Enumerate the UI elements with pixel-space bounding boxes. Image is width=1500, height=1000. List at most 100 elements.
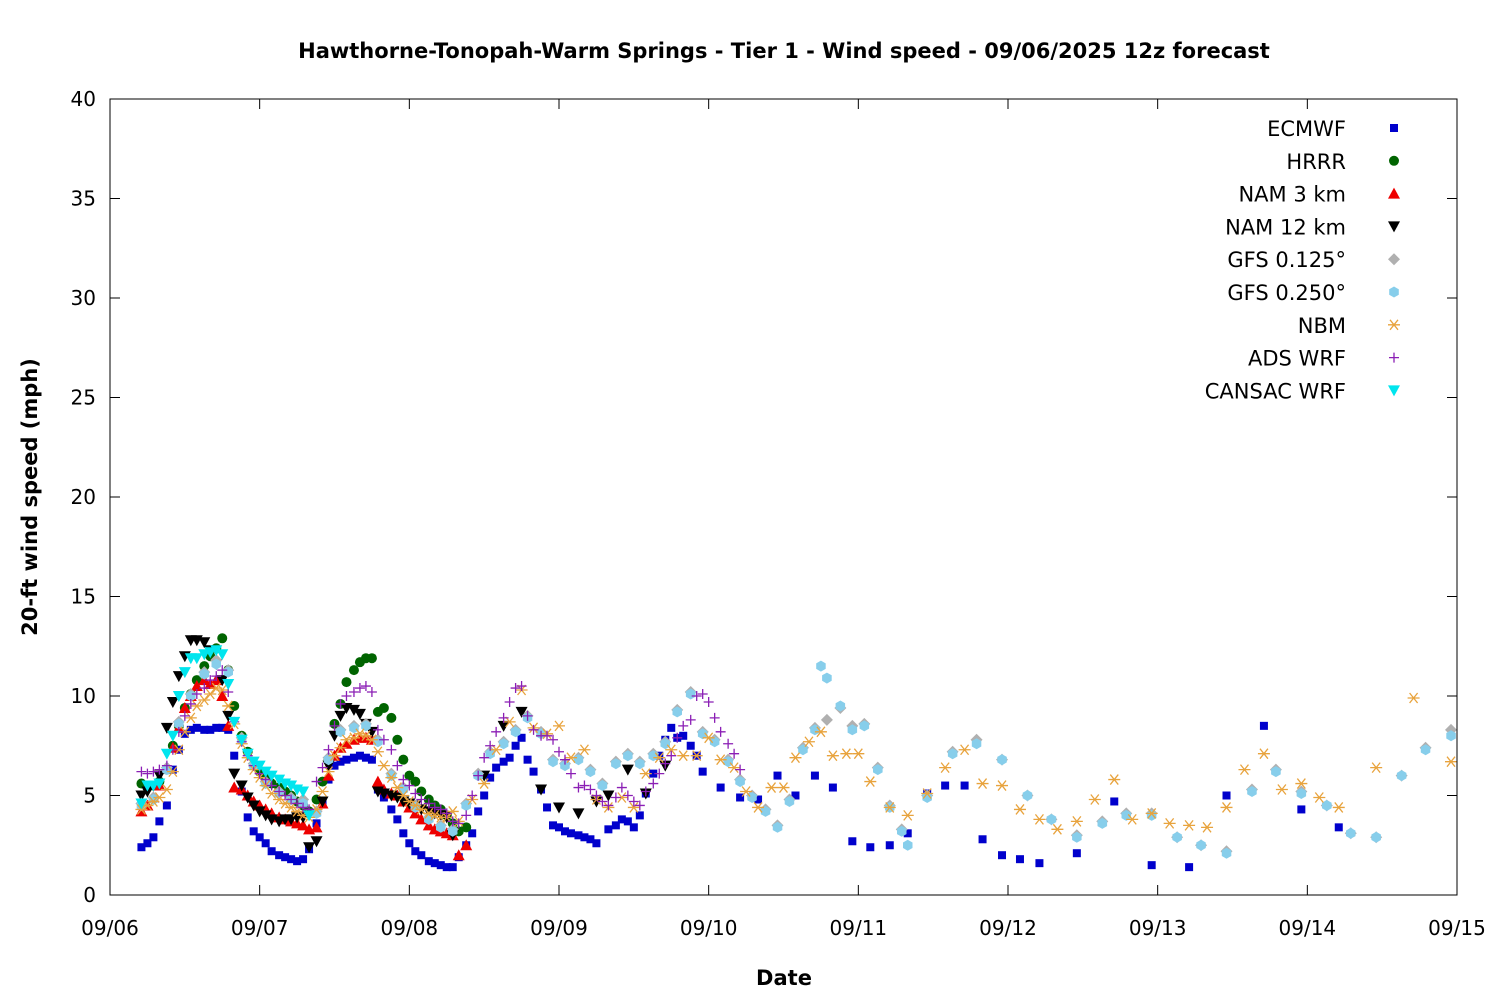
data-point <box>666 750 677 761</box>
data-point <box>141 786 154 798</box>
data-point <box>247 800 260 812</box>
data-point <box>435 804 446 815</box>
data-point <box>1201 821 1214 833</box>
series-cansac-wrf <box>135 645 316 822</box>
data-point <box>548 734 559 745</box>
legend: ECMWF HRRR NAM 3 km NAM 12 km GFS 0.125° GFS … <box>1205 117 1400 403</box>
data-point <box>217 665 228 676</box>
data-point <box>228 781 241 793</box>
data-point <box>155 817 164 826</box>
data-point <box>460 839 473 851</box>
data-point <box>1271 766 1281 778</box>
data-point <box>442 863 451 872</box>
data-point <box>371 775 384 787</box>
data-point <box>198 637 211 649</box>
data-point <box>678 720 689 731</box>
y-tick-label: 15 <box>71 585 96 609</box>
data-point <box>529 767 538 776</box>
data-point <box>814 726 827 738</box>
data-point <box>560 827 569 836</box>
y-tick-label: 40 <box>71 87 96 111</box>
y-tick-label: 35 <box>71 187 96 211</box>
data-point <box>186 690 196 702</box>
data-point <box>160 748 173 760</box>
data-point <box>342 755 351 764</box>
data-point <box>639 768 652 780</box>
data-point <box>543 803 552 812</box>
data-point <box>655 751 664 760</box>
data-point <box>143 839 152 848</box>
data-point <box>316 786 329 797</box>
data-point <box>660 738 670 750</box>
data-point <box>498 738 509 750</box>
data-point <box>735 776 745 788</box>
data-point <box>448 825 458 837</box>
data-point <box>323 754 334 766</box>
data-point <box>285 780 298 792</box>
data-point <box>897 825 907 837</box>
data-point <box>423 798 434 809</box>
data-point <box>241 748 254 760</box>
y-tick-label: 25 <box>71 386 96 410</box>
data-point <box>218 723 227 732</box>
data-point <box>747 792 757 803</box>
data-point <box>366 653 377 664</box>
legend-label: NBM <box>1298 314 1346 338</box>
data-point <box>447 816 458 827</box>
data-point <box>265 770 278 782</box>
data-point <box>826 750 839 762</box>
data-point <box>691 691 702 701</box>
data-point <box>1259 721 1268 730</box>
data-point <box>474 807 483 816</box>
x-tick-label: 09/07 <box>231 916 289 940</box>
data-point <box>211 671 222 682</box>
data-point <box>1407 692 1420 704</box>
data-point <box>162 801 171 810</box>
data-point <box>723 756 733 768</box>
data-point <box>714 754 727 766</box>
legend-label: GFS 0.125° <box>1227 248 1346 272</box>
data-point <box>566 829 575 838</box>
data-point <box>516 681 527 692</box>
x-tick-label: 09/09 <box>530 916 588 940</box>
data-point <box>1396 770 1407 782</box>
data-point <box>1035 859 1044 868</box>
data-point <box>367 755 376 764</box>
data-point <box>149 833 158 842</box>
legend-label: GFS 0.250° <box>1227 281 1346 305</box>
data-point <box>347 704 360 716</box>
data-point <box>222 710 235 722</box>
data-point <box>230 751 239 760</box>
data-point <box>253 760 266 772</box>
data-point <box>281 853 290 862</box>
data-point <box>492 763 501 772</box>
data-point <box>436 861 445 870</box>
data-point <box>286 794 297 805</box>
data-point <box>259 766 272 778</box>
data-point <box>186 725 195 734</box>
data-point <box>1072 831 1082 843</box>
data-point <box>848 837 857 846</box>
data-point <box>703 696 714 707</box>
data-point <box>1051 823 1064 835</box>
data-point <box>840 748 853 760</box>
axes: 0 5 10 15 20 25 30 35 40 09/06 09/07 09/08 09/09 09/1… <box>71 87 1486 940</box>
data-point <box>773 771 782 780</box>
data-point <box>378 702 389 713</box>
data-point <box>698 767 707 776</box>
data-point <box>216 690 229 701</box>
data-point <box>822 672 832 684</box>
data-point <box>649 769 658 778</box>
data-point <box>922 792 932 803</box>
data-point <box>976 778 989 789</box>
data-point <box>166 730 179 742</box>
data-point <box>160 784 173 795</box>
data-point <box>517 733 526 742</box>
data-point <box>190 653 203 665</box>
data-point <box>274 786 285 797</box>
data-point <box>702 732 715 744</box>
data-point <box>199 668 210 680</box>
data-point <box>535 784 548 796</box>
data-point <box>399 829 408 838</box>
data-point <box>386 744 397 755</box>
